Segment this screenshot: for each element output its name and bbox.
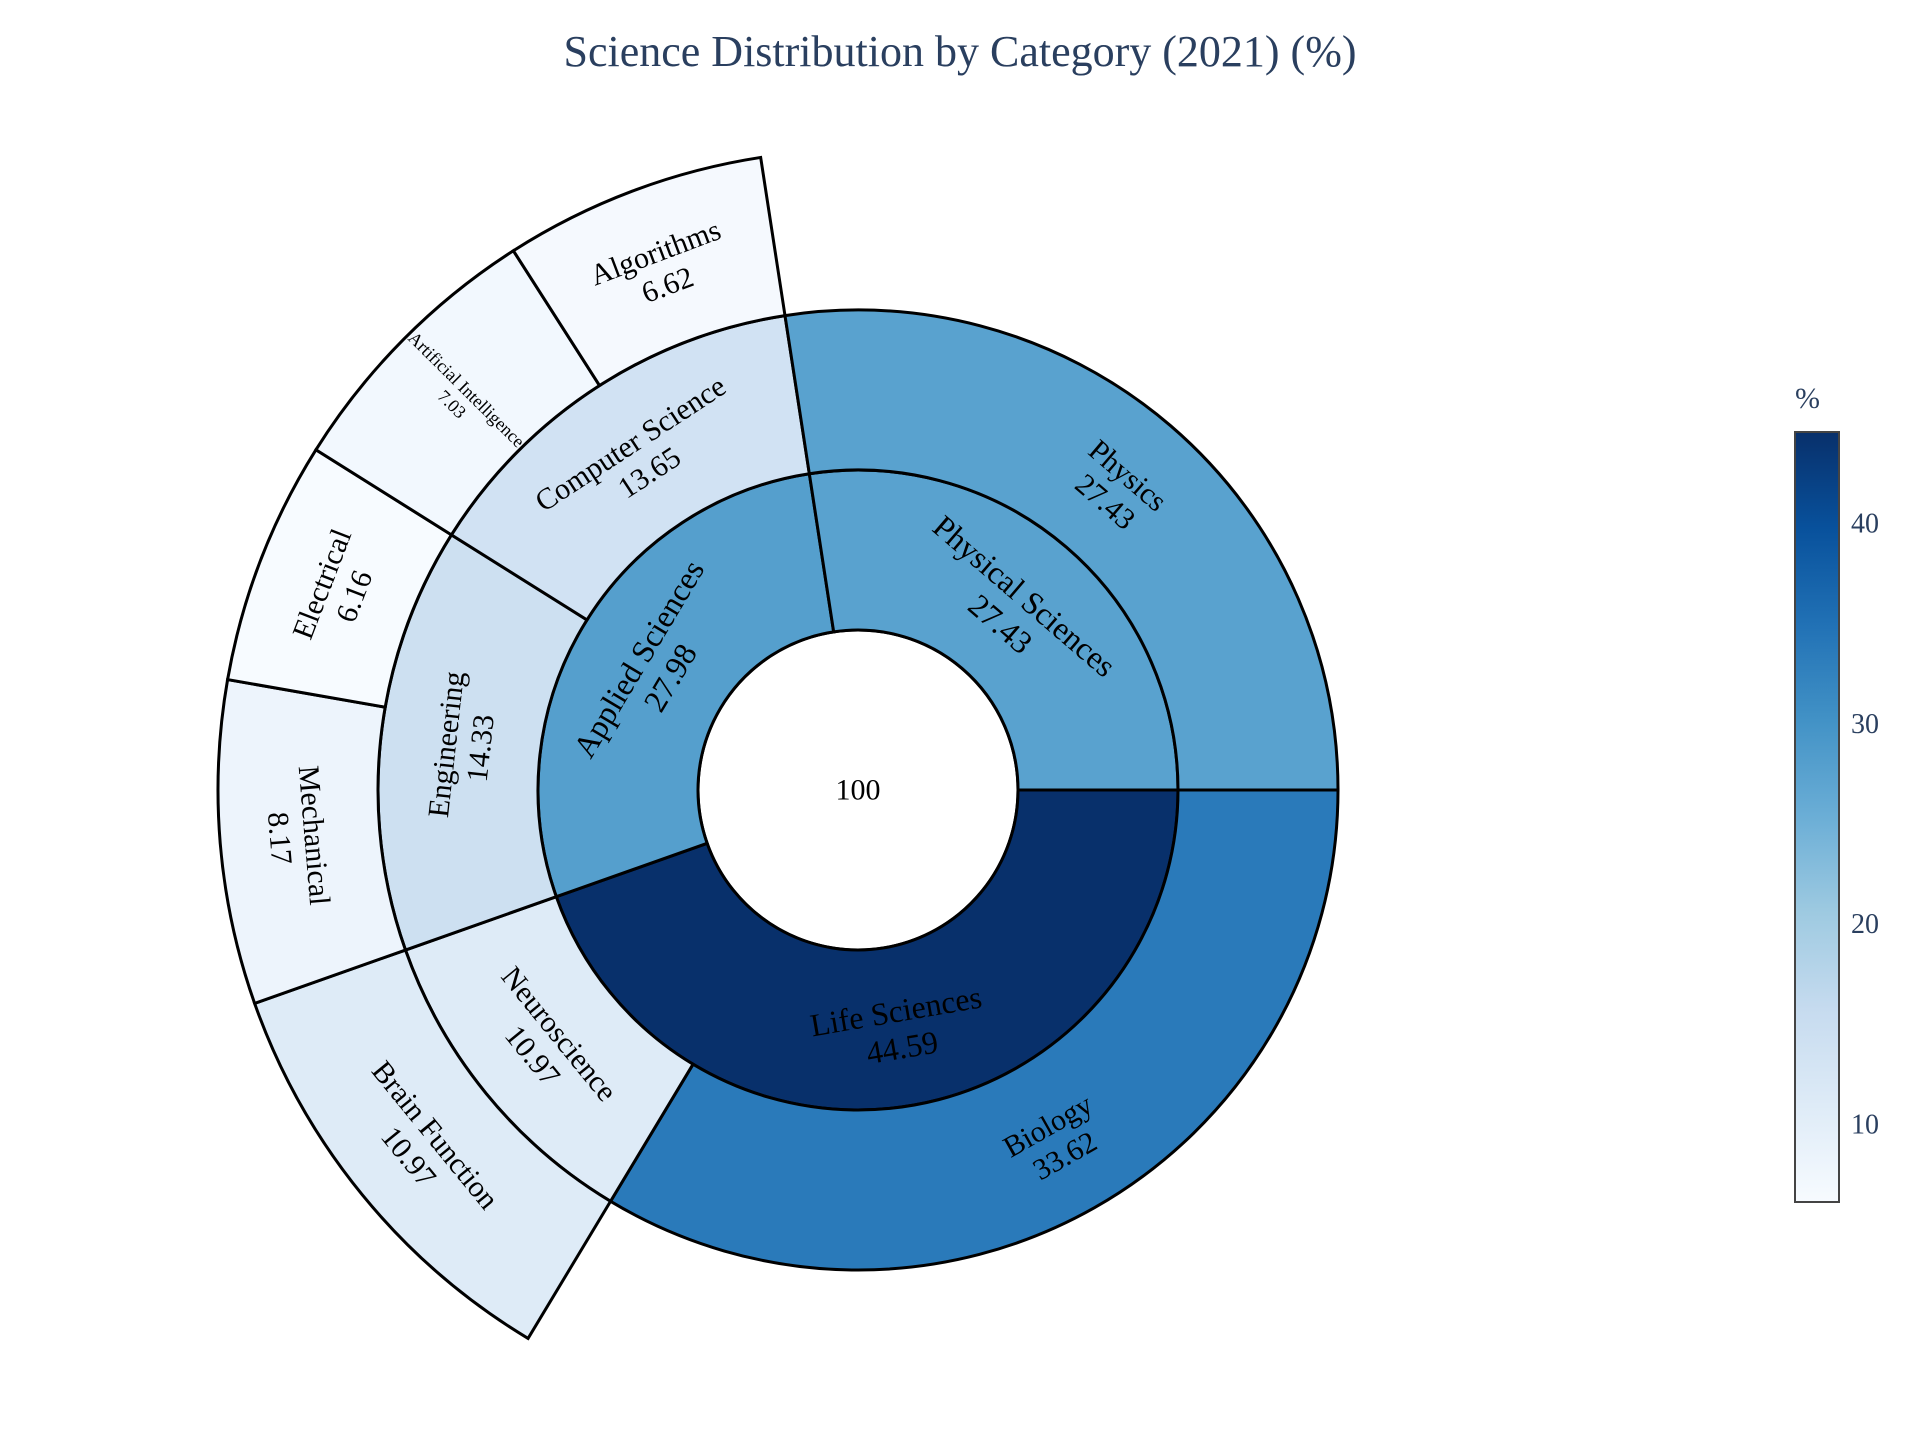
sunburst-rings	[216, 155, 1340, 1341]
sunburst-segment-biology[interactable]	[608, 788, 1340, 1272]
colorbar-ticks: 10 20 30 40	[1851, 508, 1879, 1140]
chart-title: Science Distribution by Category (2021) …	[563, 27, 1357, 76]
segment-value: 14.33	[461, 713, 501, 784]
colorbar-tick-label: 30	[1851, 709, 1879, 740]
sunburst-root-label: 100	[836, 774, 881, 807]
colorbar: % 10 20 30 40	[1794, 382, 1879, 1203]
colorbar-tick-label: 20	[1851, 909, 1879, 940]
sunburst-segment-physics[interactable]	[783, 308, 1340, 792]
colorbar-gradient	[1794, 431, 1840, 1203]
colorbar-title: %	[1795, 382, 1820, 415]
colorbar-tick-label: 10	[1851, 1110, 1879, 1141]
sunburst-segment-algorithms[interactable]	[511, 155, 787, 388]
colorbar-tick-label: 40	[1851, 508, 1879, 539]
segment-value: 8.17	[261, 811, 298, 866]
